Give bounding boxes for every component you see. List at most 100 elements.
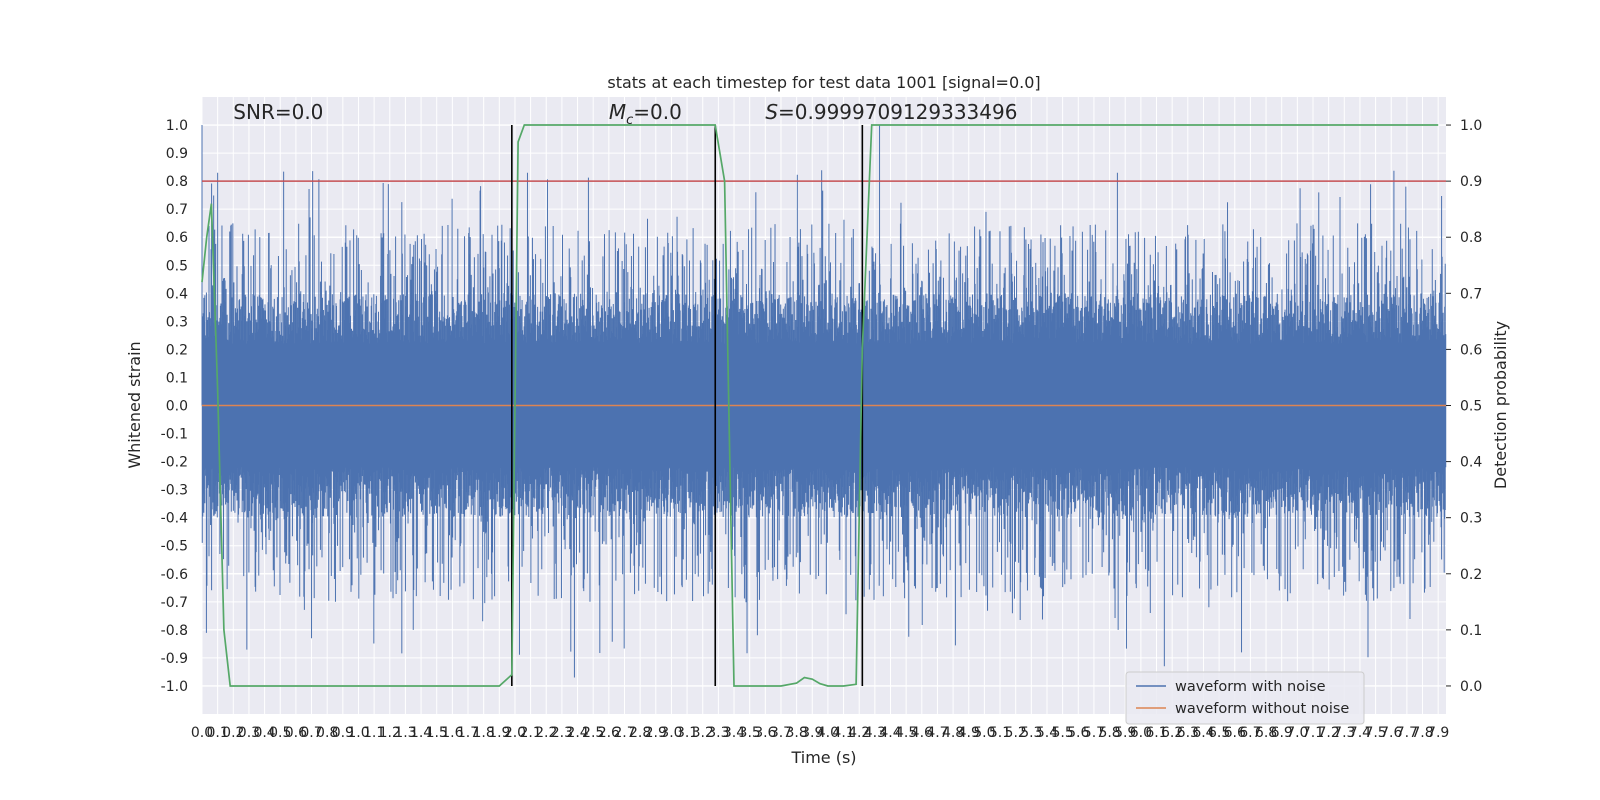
x-tick-label: 7.2 xyxy=(1318,725,1340,741)
x-tick-label: 3.1 xyxy=(676,725,698,741)
y-axis-label: Whitened strain xyxy=(125,341,144,468)
x-tick-label: 1.6 xyxy=(441,725,463,741)
y-tick-label: 1.0 xyxy=(166,118,188,134)
x-tick-label: 7.6 xyxy=(1380,725,1402,741)
x-tick-label: 6.5 xyxy=(1208,725,1230,741)
legend-label-waveform-without-noise: waveform without noise xyxy=(1175,701,1349,717)
y-tick-label: -0.4 xyxy=(161,511,188,527)
x-tick-label: 4.2 xyxy=(848,725,870,741)
x-tick-label: 7.5 xyxy=(1364,725,1386,741)
y-tick-label: -0.2 xyxy=(161,455,188,471)
x-tick-label: 5.5 xyxy=(1051,725,1073,741)
x-tick-label: 5.8 xyxy=(1098,725,1120,741)
x-tick-label: 0.7 xyxy=(300,725,322,741)
y2-tick-label: 0.5 xyxy=(1460,399,1482,415)
x-tick-label: 1.2 xyxy=(379,725,401,741)
x-tick-label: 0.8 xyxy=(316,725,338,741)
x-tick-label: 0.4 xyxy=(253,725,275,741)
legend-box xyxy=(1125,671,1365,725)
y-tick-label: 0.5 xyxy=(166,258,188,274)
x-tick-label: 4.4 xyxy=(879,725,901,741)
y2-tick-label: 0.4 xyxy=(1460,455,1482,471)
x-tick-label: 1.7 xyxy=(457,725,479,741)
x-tick-label: 2.8 xyxy=(629,725,651,741)
x-tick-label: 7.8 xyxy=(1411,725,1433,741)
y2-tick-label: 0.6 xyxy=(1460,342,1482,358)
x-tick-label: 4.6 xyxy=(911,725,933,741)
x-tick-label: 1.1 xyxy=(363,725,385,741)
annotation-score-symbol: S xyxy=(765,100,778,124)
x-tick-label: 4.1 xyxy=(832,725,854,741)
x-tick-label: 5.3 xyxy=(1020,725,1042,741)
x-tick-label: 6.6 xyxy=(1224,725,1246,741)
x-tick-label: 6.1 xyxy=(1145,725,1167,741)
x-tick-label: 4.5 xyxy=(895,725,917,741)
x-tick-labels: 0.00.10.20.30.40.50.60.70.80.91.01.11.21… xyxy=(191,725,1449,741)
overlays xyxy=(201,124,1446,687)
series-detection-probability xyxy=(201,124,1439,687)
y-tick-label: -0.9 xyxy=(161,651,188,667)
x-tick-label: 2.2 xyxy=(535,725,557,741)
x-tick-label: 5.0 xyxy=(973,725,995,741)
x-tick-label: 5.4 xyxy=(1036,725,1058,741)
y-tick-label: 0.0 xyxy=(166,399,188,415)
x-tick-label: 1.9 xyxy=(488,725,510,741)
x-tick-label: 2.1 xyxy=(519,725,541,741)
x-tick-label: 4.0 xyxy=(817,725,839,741)
x-tick-label: 4.7 xyxy=(926,725,948,741)
x-tick-label: 0.3 xyxy=(238,725,260,741)
x-tick-label: 3.5 xyxy=(739,725,761,741)
legend: waveform with noise waveform without noi… xyxy=(1125,671,1365,725)
annotation-chirp-mass-symbol: M xyxy=(609,100,626,124)
x-tick-label: 3.4 xyxy=(723,725,745,741)
x-tick-label: 0.5 xyxy=(269,725,291,741)
y-tick-label: 0.6 xyxy=(166,230,188,246)
x-tick-label: 5.6 xyxy=(1067,725,1089,741)
x-tick-label: 6.8 xyxy=(1255,725,1277,741)
x-tick-label: 6.9 xyxy=(1271,725,1293,741)
y2-tick-label: 0.3 xyxy=(1460,511,1482,527)
x-tick-label: 6.2 xyxy=(1161,725,1183,741)
x-tick-label: 4.8 xyxy=(942,725,964,741)
y-tick-label: 0.8 xyxy=(166,174,188,190)
y2-tick-label: 1.0 xyxy=(1460,118,1482,134)
y-tick-label: -0.3 xyxy=(161,483,188,499)
x-tick-label: 7.3 xyxy=(1333,725,1355,741)
annotation-chirp-mass-subscript: c xyxy=(626,113,633,128)
x-tick-label: 1.8 xyxy=(473,725,495,741)
x-tick-label: 7.4 xyxy=(1349,725,1371,741)
x-tick-label: 6.3 xyxy=(1177,725,1199,741)
x-tick-label: 3.3 xyxy=(707,725,729,741)
y-tick-label: 0.1 xyxy=(166,370,188,386)
y-tick-label: 0.7 xyxy=(166,202,188,218)
annotation-chirp-mass-value: =0.0 xyxy=(633,100,682,124)
y-tick-label: -0.5 xyxy=(161,539,188,555)
y-tick-label: -1.0 xyxy=(161,679,188,695)
x-tick-label: 3.0 xyxy=(660,725,682,741)
x-tick-label: 0.2 xyxy=(222,725,244,741)
y2-tick-label: 0.2 xyxy=(1460,567,1482,583)
x-tick-label: 0.6 xyxy=(285,725,307,741)
x-tick-label: 0.9 xyxy=(332,725,354,741)
x-tick-label: 2.9 xyxy=(645,725,667,741)
y2-tick-label: 0.7 xyxy=(1460,286,1482,302)
x-tick-label: 1.0 xyxy=(347,725,369,741)
y-tick-label: -0.8 xyxy=(161,623,188,639)
legend-label-waveform-with-noise: waveform with noise xyxy=(1175,679,1326,695)
chart-title: stats at each timestep for test data 100… xyxy=(607,73,1040,92)
x-tick-label: 3.7 xyxy=(770,725,792,741)
x-tick-label: 2.5 xyxy=(582,725,604,741)
x-tick-label: 1.3 xyxy=(394,725,416,741)
x-tick-label: 0.1 xyxy=(207,725,229,741)
y2-tick-label: 0.1 xyxy=(1460,623,1482,639)
x-tick-label: 7.9 xyxy=(1427,725,1449,741)
y2-tick-label: 0.0 xyxy=(1460,679,1482,695)
x-tick-label: 6.0 xyxy=(1130,725,1152,741)
y2-tick-label: 0.9 xyxy=(1460,174,1482,190)
y-tick-label: 0.4 xyxy=(166,286,188,302)
y-tick-label: 0.3 xyxy=(166,314,188,330)
x-tick-label: 1.5 xyxy=(426,725,448,741)
series-waveform-with-noise xyxy=(201,125,1447,678)
y-tick-labels: 1.0 0.9 0.8 0.7 0.6 0.5 0.4 0.3 0.2 0.1 0.0 -0.1 -0.… xyxy=(161,118,188,695)
